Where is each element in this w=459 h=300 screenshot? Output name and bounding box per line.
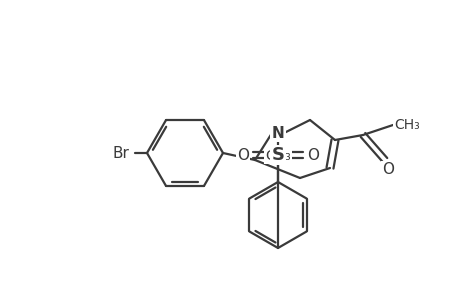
- Text: CH₃: CH₃: [264, 149, 290, 163]
- Text: O: O: [381, 163, 393, 178]
- Text: O: O: [306, 148, 318, 163]
- Text: Br: Br: [112, 146, 129, 160]
- Text: CH₃: CH₃: [393, 118, 419, 132]
- Text: N: N: [271, 125, 284, 140]
- Text: S: S: [271, 146, 284, 164]
- Text: O: O: [236, 148, 248, 163]
